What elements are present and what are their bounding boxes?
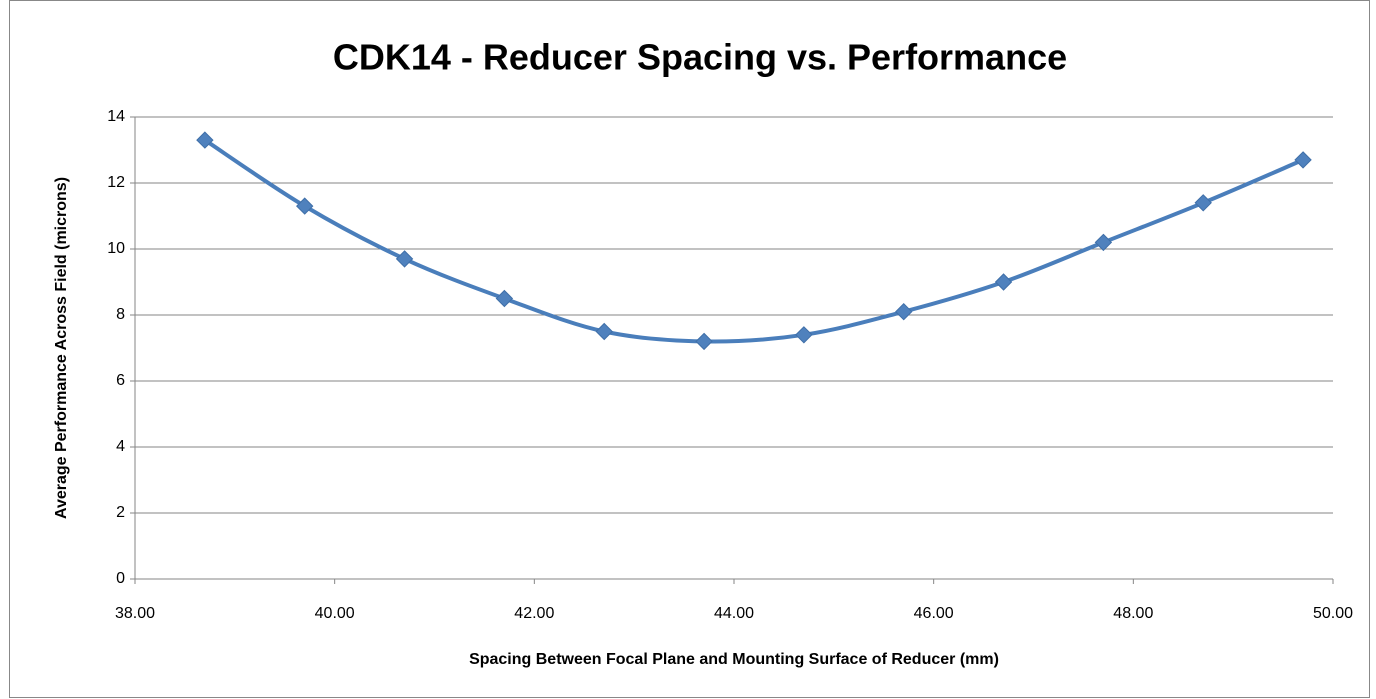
y-axis-label: Average Performance Across Field (micron… (53, 177, 70, 519)
x-tick-label: 50.00 (1313, 605, 1353, 622)
x-tick-label: 38.00 (115, 605, 155, 622)
data-point (695, 332, 713, 351)
x-tick-label: 40.00 (315, 605, 355, 622)
x-tick-label: 44.00 (714, 605, 754, 622)
y-tick-label: 8 (116, 306, 125, 323)
data-point (994, 273, 1013, 291)
x-axis-label: Spacing Between Focal Plane and Mounting… (469, 651, 999, 668)
y-tick-label: 4 (116, 438, 125, 455)
data-point (1094, 233, 1113, 252)
chart-border (9, 0, 1370, 698)
y-tick-label: 6 (116, 372, 125, 389)
x-tick-label: 46.00 (914, 605, 954, 622)
y-tick-label: 0 (116, 570, 125, 587)
y-tick-label: 10 (107, 240, 125, 257)
x-tick-label: 42.00 (514, 605, 554, 622)
data-point (495, 289, 514, 308)
series-line (203, 138, 1304, 344)
data-point (395, 250, 414, 268)
y-tick-label: 12 (107, 174, 125, 191)
data-point (595, 322, 613, 341)
data-point (1194, 194, 1212, 212)
y-tick-label: 2 (116, 504, 125, 521)
chart-title: CDK14 - Reducer Spacing vs. Performance (333, 37, 1067, 78)
data-point (795, 326, 813, 344)
data-point (296, 197, 314, 215)
y-tick-label: 14 (107, 108, 125, 125)
data-point (895, 302, 913, 321)
data-point (1294, 151, 1312, 169)
data-point (196, 131, 214, 149)
x-tick-label: 48.00 (1113, 605, 1153, 622)
